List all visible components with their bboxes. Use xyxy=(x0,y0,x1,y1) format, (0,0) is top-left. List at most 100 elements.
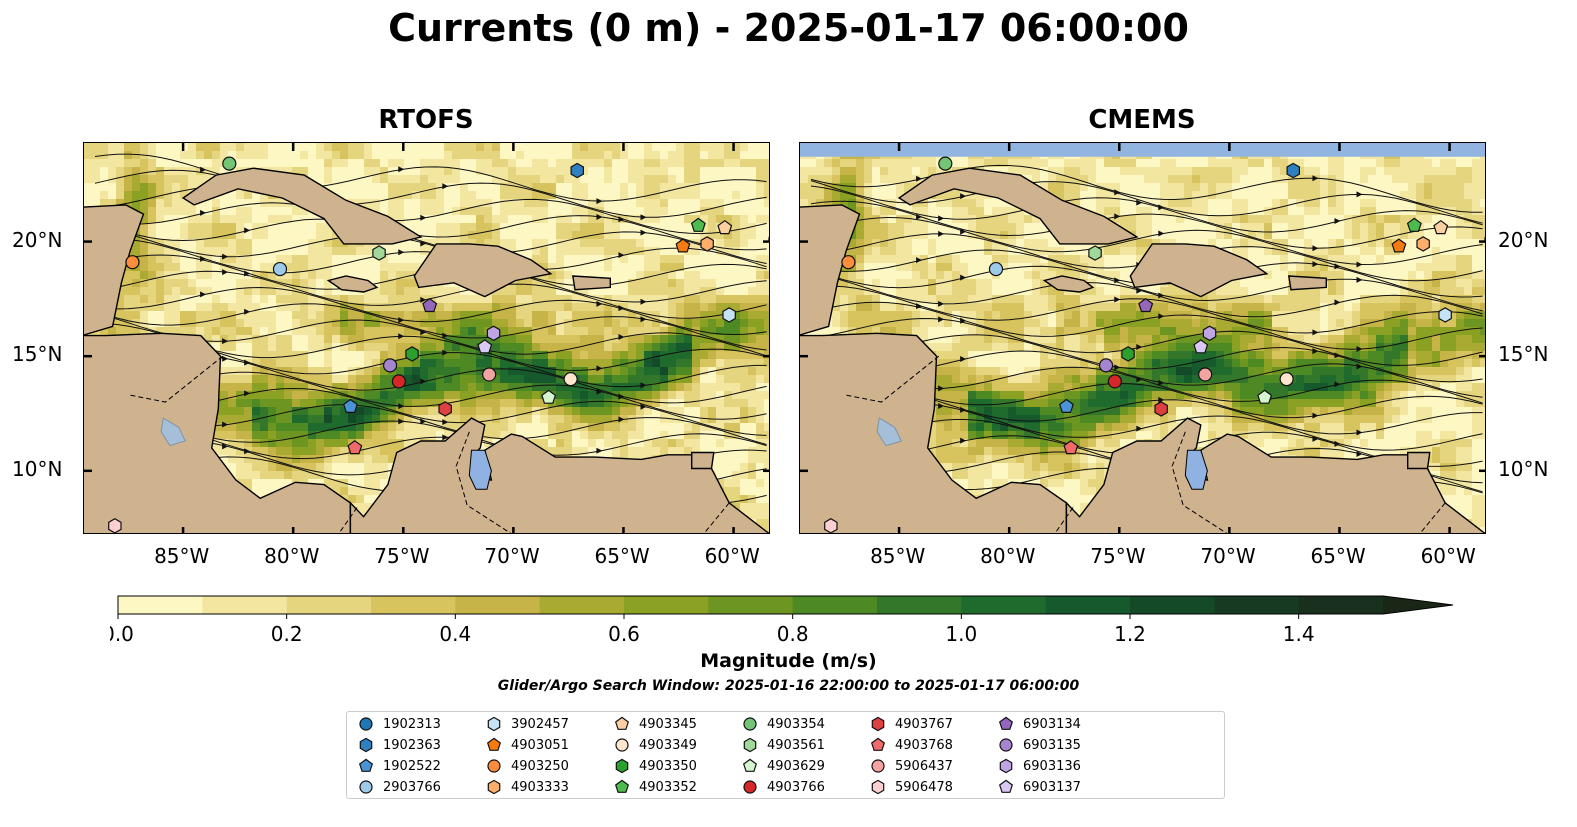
float-marker-6903134[interactable] xyxy=(1138,297,1154,313)
float-marker-4903768[interactable] xyxy=(347,440,363,455)
legend-marker-hexagon[interactable] xyxy=(743,737,757,753)
float-marker-6903136[interactable] xyxy=(486,325,501,342)
legend-marker-pentagon[interactable] xyxy=(358,758,374,772)
float-marker-4903250[interactable] xyxy=(125,255,140,270)
map-panel-rtofs[interactable] xyxy=(83,142,770,534)
x-tick-label: 60°W xyxy=(1420,544,1476,568)
y-tick-label-right: 10°N xyxy=(1498,456,1549,481)
y-tick-label-left: 20°N xyxy=(12,227,63,252)
float-marker-4903561[interactable] xyxy=(372,245,386,261)
legend-marker-circle[interactable] xyxy=(615,738,629,752)
float-marker-4903051[interactable] xyxy=(675,238,691,253)
legend-marker-pentagon[interactable] xyxy=(742,758,758,772)
float-marker-4903350[interactable] xyxy=(1121,346,1135,362)
legend-item: 3902457 xyxy=(485,714,569,734)
float-marker-4903767[interactable] xyxy=(438,401,452,417)
float-marker-6903137[interactable] xyxy=(1193,339,1209,354)
legend-marker-hexagon[interactable] xyxy=(359,737,373,753)
float-marker-4903766[interactable] xyxy=(391,374,406,389)
land-hispaniola xyxy=(1129,243,1269,298)
legend-marker-hexagon[interactable] xyxy=(871,716,885,732)
colorbar: 0.0 0.2 0.4 0.6 0.8 1.0 1.2 1.4 xyxy=(110,595,1454,646)
legend-marker-hexagon[interactable] xyxy=(871,779,885,795)
float-marker-1902363[interactable] xyxy=(570,162,584,179)
legend-item: 1902313 xyxy=(357,714,441,734)
legend-marker-circle[interactable] xyxy=(743,780,757,794)
float-marker-1902522[interactable] xyxy=(1058,398,1074,413)
legend-marker-circle[interactable] xyxy=(999,738,1013,752)
float-marker-4903352[interactable] xyxy=(690,217,706,232)
legend-item: 6903137 xyxy=(997,777,1081,797)
legend-label: 6903134 xyxy=(1023,716,1081,732)
land-masses xyxy=(800,167,1485,533)
legend-marker-pentagon[interactable] xyxy=(870,737,886,751)
float-marker-1902522[interactable] xyxy=(342,398,358,413)
legend-marker-circle[interactable] xyxy=(871,759,885,773)
float-marker-4903051[interactable] xyxy=(1391,238,1407,253)
legend-marker-hexagon[interactable] xyxy=(999,758,1013,774)
float-marker-5906437[interactable] xyxy=(482,367,497,382)
float-marker-6903137[interactable] xyxy=(477,339,493,354)
legend-marker-pentagon[interactable] xyxy=(998,779,1014,793)
float-marker-4903768[interactable] xyxy=(1063,440,1079,455)
figure-title: Currents (0 m) - 2025-01-17 06:00:00 xyxy=(388,6,1189,50)
float-markers xyxy=(108,156,770,533)
float-marker-4903345[interactable] xyxy=(717,219,733,235)
colorbar-tick-label: 1.4 xyxy=(1283,622,1315,646)
legend-marker-pentagon[interactable] xyxy=(614,779,630,793)
legend-marker-hexagon[interactable] xyxy=(487,716,501,732)
legend-item: 6903135 xyxy=(997,735,1081,755)
legend-marker-hexagon[interactable] xyxy=(487,779,501,795)
legend-item: 4903350 xyxy=(613,756,697,776)
float-marker-4903561[interactable] xyxy=(1088,245,1102,261)
legend-marker-circle[interactable] xyxy=(359,780,373,794)
x-tick-label: 80°W xyxy=(980,544,1036,568)
legend-item: 6903134 xyxy=(997,714,1081,734)
map-panel-cmems[interactable] xyxy=(799,142,1486,534)
float-marker-4903354[interactable] xyxy=(938,156,953,171)
float-marker-1902313[interactable] xyxy=(768,233,770,246)
x-tick-label: 65°W xyxy=(1310,544,1366,568)
float-marker-3902457[interactable] xyxy=(722,307,736,323)
float-marker-6903136[interactable] xyxy=(1202,325,1217,342)
float-marker-2903766[interactable] xyxy=(272,261,288,277)
float-marker-4903349[interactable] xyxy=(1279,372,1294,387)
legend-marker-pentagon[interactable] xyxy=(486,737,502,751)
float-marker-6903135[interactable] xyxy=(1098,358,1114,373)
float-marker-6903134[interactable] xyxy=(422,297,438,313)
legend-label: 6903137 xyxy=(1023,779,1081,795)
land-hispaniola xyxy=(413,243,553,298)
float-marker-1902313[interactable] xyxy=(1484,233,1486,246)
float-marker-2903766[interactable] xyxy=(988,261,1004,277)
float-marker-4903766[interactable] xyxy=(1107,374,1122,389)
land-trinidad xyxy=(1407,451,1431,470)
legend-marker-circle[interactable] xyxy=(359,717,373,731)
float-marker-4903250[interactable] xyxy=(841,255,856,270)
float-marker-4903352[interactable] xyxy=(1406,217,1422,232)
float-marker-6903135[interactable] xyxy=(382,358,398,373)
float-marker-4903349[interactable] xyxy=(563,372,578,387)
legend-marker-pentagon[interactable] xyxy=(998,716,1014,730)
legend-item: 4903333 xyxy=(485,777,569,797)
float-marker-3902457[interactable] xyxy=(1438,307,1452,323)
legend-item: 1902363 xyxy=(357,735,441,755)
float-marker-5906478[interactable] xyxy=(108,518,122,533)
float-marker-4903629[interactable] xyxy=(1257,389,1273,404)
float-marker-4903350[interactable] xyxy=(405,346,419,362)
legend-marker-hexagon[interactable] xyxy=(615,758,629,774)
float-marker-5906478[interactable] xyxy=(824,518,838,533)
float-marker-4903333[interactable] xyxy=(700,236,714,252)
x-tick-label: 75°W xyxy=(1090,544,1146,568)
float-marker-1902363[interactable] xyxy=(1286,162,1300,179)
legend-marker-circle[interactable] xyxy=(487,759,501,773)
colorbar-tick-label: 0.0 xyxy=(110,622,134,646)
float-marker-4903354[interactable] xyxy=(222,156,237,171)
legend-label: 1902313 xyxy=(383,716,441,732)
float-marker-4903345[interactable] xyxy=(1433,219,1449,235)
float-marker-4903333[interactable] xyxy=(1416,236,1430,252)
float-marker-4903767[interactable] xyxy=(1154,401,1168,417)
float-marker-4903629[interactable] xyxy=(541,389,557,404)
float-marker-5906437[interactable] xyxy=(1198,367,1213,382)
legend-marker-pentagon[interactable] xyxy=(614,716,630,730)
legend-marker-circle[interactable] xyxy=(743,717,757,731)
